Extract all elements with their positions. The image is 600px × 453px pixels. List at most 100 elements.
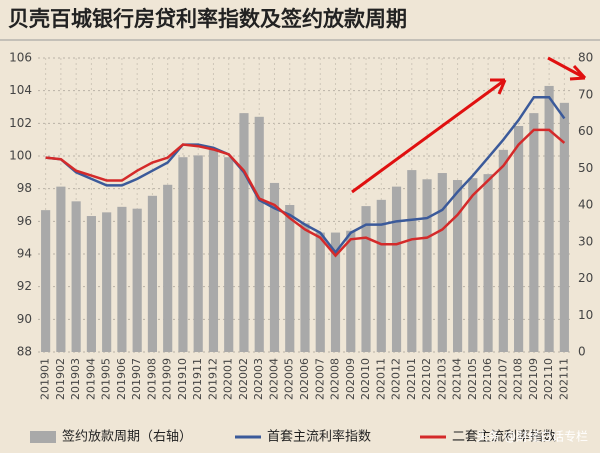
x-tick-label: 202104 <box>451 358 464 400</box>
x-tick-label: 202006 <box>298 358 311 400</box>
x-tick-label: 201905 <box>100 358 113 400</box>
x-tick-label: 202010 <box>359 358 372 400</box>
y2-tick-label: 20 <box>578 271 593 285</box>
x-tick-label: 202110 <box>542 358 555 400</box>
x-tick-label: 202105 <box>466 358 479 400</box>
x-tick-label: 201902 <box>54 358 67 400</box>
chart-title: 贝壳百城银行房贷利率指数及签约放款周期 <box>8 7 407 31</box>
bar <box>208 149 219 352</box>
bar <box>376 199 386 352</box>
x-tick-label: 201907 <box>130 358 143 400</box>
watermark: 头条 @财经白话专栏 <box>476 429 588 444</box>
y2-tick-label: 80 <box>578 51 593 65</box>
x-tick-label: 201904 <box>84 358 97 400</box>
x-tick-label: 202111 <box>557 358 570 400</box>
bar <box>239 113 249 352</box>
y-tick-label: 90 <box>17 312 32 326</box>
bar <box>224 157 234 352</box>
x-tick-label: 201903 <box>69 358 82 400</box>
x-tick-label: 202012 <box>390 358 403 400</box>
x-tick-label: 202011 <box>374 358 387 400</box>
bar <box>300 223 310 352</box>
x-tick-label: 201908 <box>145 358 158 400</box>
y2-tick-label: 70 <box>578 87 593 101</box>
bar <box>86 216 96 352</box>
x-tick-label: 202007 <box>313 358 326 400</box>
x-tick-label: 201906 <box>115 358 128 400</box>
bar <box>178 157 188 352</box>
bar <box>71 201 81 352</box>
trend-arrow <box>547 56 587 81</box>
x-tick-label: 202009 <box>344 358 357 400</box>
bar <box>468 178 478 352</box>
x-tick-label: 202101 <box>405 358 418 400</box>
legend-label: 二套主流利率指数 <box>452 429 556 445</box>
x-tick-label: 202003 <box>252 358 265 400</box>
x-tick-label: 201912 <box>206 358 219 400</box>
y2-tick-label: 10 <box>578 308 593 322</box>
x-tick-label: 201910 <box>176 358 189 400</box>
x-tick-label: 202103 <box>435 358 448 400</box>
y-tick-label: 98 <box>17 181 32 195</box>
x-tick-label: 202002 <box>237 358 250 400</box>
bar <box>437 173 447 352</box>
y-tick-label: 96 <box>17 214 32 228</box>
line <box>45 95 566 255</box>
y-tick-label: 106 <box>9 51 32 65</box>
legend-label: 签约放款周期（右轴） <box>62 429 192 445</box>
x-tick-label: 201911 <box>191 358 204 400</box>
y-tick-label: 104 <box>9 83 32 97</box>
legend-label: 首套主流利率指数 <box>267 429 371 445</box>
bar <box>269 182 280 352</box>
x-tick-label: 201909 <box>161 358 174 400</box>
bar <box>163 184 173 352</box>
bar <box>498 149 508 352</box>
x-tick-label: 202109 <box>527 358 540 400</box>
bar <box>315 232 325 352</box>
x-tick-label: 202108 <box>512 358 525 400</box>
y2-tick-label: 50 <box>578 161 593 175</box>
bar <box>330 232 341 352</box>
trend-arrow <box>351 78 507 194</box>
y-tick-label: 92 <box>17 279 32 293</box>
bar <box>254 116 264 352</box>
bar <box>559 102 569 353</box>
x-tick-label: 202107 <box>496 358 509 400</box>
bar <box>147 195 158 352</box>
x-tick-label: 202001 <box>222 358 235 400</box>
bar <box>41 210 51 352</box>
x-tick-label: 202106 <box>481 358 494 400</box>
bar <box>514 125 524 352</box>
bar <box>529 113 539 352</box>
bar <box>391 186 402 352</box>
x-tick-label: 201901 <box>39 358 52 400</box>
y-tick-label: 102 <box>9 116 32 130</box>
x-tick-label: 202008 <box>329 358 342 400</box>
y2-tick-label: 30 <box>578 234 593 248</box>
bar <box>117 206 127 352</box>
y2-tick-label: 60 <box>578 124 593 138</box>
bar <box>285 205 295 352</box>
y-tick-label: 94 <box>17 247 32 261</box>
bar <box>422 179 432 352</box>
line <box>45 128 566 258</box>
bar <box>544 85 554 353</box>
bar <box>483 174 493 352</box>
x-tick-label: 202005 <box>283 358 296 400</box>
y2-tick-label: 0 <box>578 345 586 359</box>
legend-swatch <box>30 431 56 443</box>
bar <box>361 206 371 352</box>
y-tick-label: 100 <box>9 149 32 163</box>
y-tick-label: 88 <box>17 345 32 359</box>
y2-tick-label: 40 <box>578 198 593 212</box>
bar <box>132 208 142 352</box>
bar <box>56 186 66 352</box>
bar <box>452 180 463 352</box>
x-tick-label: 202004 <box>267 358 280 400</box>
bar <box>346 230 356 352</box>
bar <box>193 155 203 352</box>
bar <box>407 170 417 352</box>
x-tick-label: 202102 <box>420 358 433 400</box>
bar <box>102 212 112 352</box>
